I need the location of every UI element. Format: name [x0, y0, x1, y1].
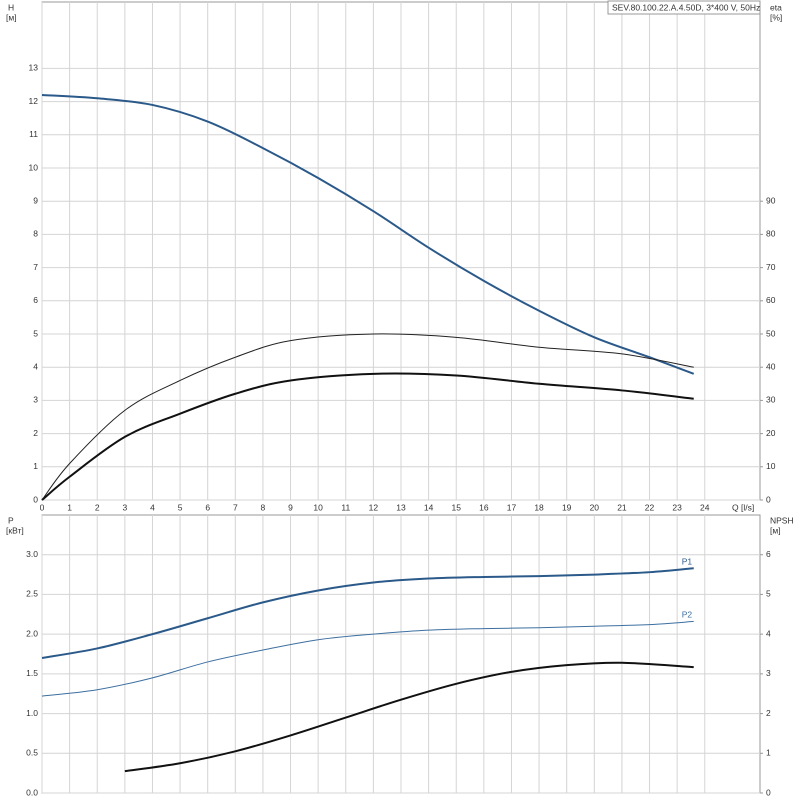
curve-label: P1 — [682, 556, 693, 566]
y2-tick-label: 80 — [766, 229, 776, 239]
x-tick-label: 13 — [396, 502, 406, 512]
y2-tick-label: 90 — [766, 195, 776, 205]
y-tick-label: 10 — [29, 162, 39, 172]
y-tick-label: 3 — [33, 395, 38, 405]
curve-label: P2 — [682, 610, 693, 620]
y-tick-label: 1.0 — [26, 708, 38, 718]
x-tick-label: 3 — [122, 502, 127, 512]
y2-tick-label: 50 — [766, 328, 776, 338]
y-tick-label: 12 — [29, 96, 39, 106]
y-tick-label: 0.0 — [26, 787, 38, 797]
y2-tick-label: 5 — [766, 589, 771, 599]
x-tick-label: 16 — [479, 502, 489, 512]
y2-tick-label: 1 — [766, 748, 771, 758]
x-tick-label: 10 — [313, 502, 323, 512]
y-tick-label: 9 — [33, 195, 38, 205]
x-tick-label: 20 — [590, 502, 600, 512]
y-tick-label: 3.0 — [26, 549, 38, 559]
x-tick-label: 11 — [341, 502, 350, 512]
y-axis-unit: [кВт] — [6, 525, 24, 535]
curve — [41, 93, 695, 375]
curve — [41, 333, 694, 501]
y-axis-label: H — [8, 2, 14, 12]
y-tick-label: 2 — [33, 428, 38, 438]
y-axis-unit: [м] — [6, 12, 17, 22]
y-tick-label: 13 — [29, 63, 39, 73]
y2-axis-label: eta — [770, 2, 782, 12]
y-tick-label: 1.5 — [26, 668, 38, 678]
annotation: SEV.80.100.22.A.4.50D, 3*400 V, 50Hz — [612, 2, 760, 12]
x-tick-label: 7 — [233, 502, 238, 512]
x-tick-label: 14 — [424, 502, 434, 512]
x-tick-label: 17 — [507, 502, 517, 512]
y-tick-label: 5 — [33, 328, 38, 338]
x-tick-label: 22 — [645, 502, 655, 512]
y2-tick-label: 6 — [766, 549, 771, 559]
x-tick-label: 8 — [261, 502, 266, 512]
y-tick-label: 2.5 — [26, 589, 38, 599]
y-tick-label: 11 — [29, 129, 38, 139]
y-tick-label: 7 — [33, 262, 38, 272]
y2-tick-label: 4 — [766, 628, 771, 638]
x-tick-label: 4 — [150, 502, 155, 512]
y-tick-label: 0 — [33, 494, 38, 504]
y2-axis-unit: [%] — [770, 12, 782, 22]
x-tick-label: 19 — [562, 502, 572, 512]
x-tick-label: 0 — [40, 502, 45, 512]
y2-tick-label: 30 — [766, 395, 776, 405]
y2-tick-label: 10 — [766, 461, 776, 471]
y2-tick-label: 0 — [766, 494, 771, 504]
x-tick-label: 21 — [617, 502, 627, 512]
y-tick-label: 8 — [33, 229, 38, 239]
y2-tick-label: 0 — [766, 787, 771, 797]
y-tick-label: 4 — [33, 361, 38, 371]
x-tick-label: 5 — [178, 502, 183, 512]
y-tick-label: 1 — [33, 461, 38, 471]
y-tick-label: 6 — [33, 295, 38, 305]
x-tick-label: 9 — [288, 502, 293, 512]
x-tick-label: 23 — [672, 502, 682, 512]
y2-tick-label: 60 — [766, 295, 776, 305]
y2-tick-label: 70 — [766, 262, 776, 272]
x-tick-label: 12 — [369, 502, 379, 512]
y2-tick-label: 20 — [766, 428, 776, 438]
curve — [41, 567, 694, 659]
x-tick-label: 2 — [95, 502, 100, 512]
x-tick-label: 6 — [205, 502, 210, 512]
y2-tick-label: 2 — [766, 708, 771, 718]
x-tick-label: 18 — [534, 502, 544, 512]
curve — [124, 661, 694, 773]
annotation-box — [607, 0, 761, 15]
x-tick-label: 15 — [451, 502, 461, 512]
y2-axis-label: NPSH — [770, 515, 794, 525]
x-axis-label: Q [l/s] — [732, 502, 754, 512]
curve — [41, 372, 694, 501]
y2-tick-label: 40 — [766, 361, 776, 371]
y2-axis-unit: [м] — [770, 525, 781, 535]
x-tick-label: 24 — [700, 502, 710, 512]
y-tick-label: 2.0 — [26, 628, 38, 638]
x-tick-label: 1 — [67, 502, 72, 512]
y-axis-label: P — [8, 515, 14, 525]
y-tick-label: 0.5 — [26, 748, 38, 758]
curve — [41, 620, 694, 697]
y2-tick-label: 3 — [766, 668, 771, 678]
